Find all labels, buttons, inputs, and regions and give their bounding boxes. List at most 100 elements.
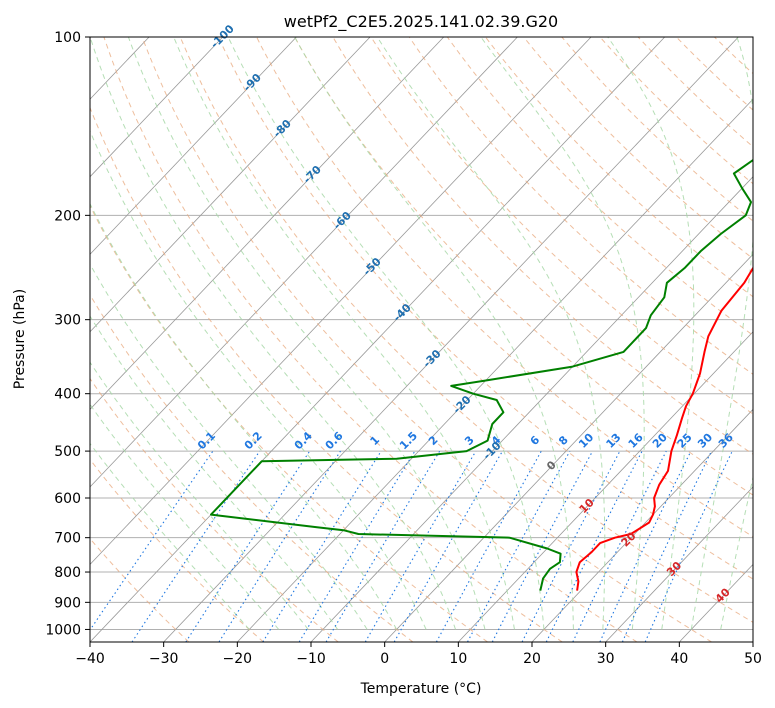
isotherm-line xyxy=(605,486,753,642)
iso-labels: 0.1 0.2 0.4 0.6 1 1.5 2 3 4 6 8 10 13 16 20 25 30 36-100-… xyxy=(195,22,736,606)
y-tick-label: 900 xyxy=(54,595,81,611)
y-tick-label: 400 xyxy=(54,387,81,403)
dry-adiabat-line xyxy=(90,106,563,642)
mixing-ratio-label: 13 xyxy=(604,431,624,451)
isotherm-line xyxy=(90,37,224,178)
moist-adiabat-line xyxy=(480,37,645,630)
x-tick-label: 30 xyxy=(597,651,615,667)
isotherm-line xyxy=(384,253,753,642)
mixing-ratio-label: 1 xyxy=(368,433,383,448)
moist-adiabat-line xyxy=(227,37,545,630)
mixing-ratio-label: 0.6 xyxy=(323,429,346,452)
dry-adiabat-line xyxy=(752,37,753,39)
dry-adiabat-line xyxy=(141,37,712,642)
isotherm-line xyxy=(310,176,753,642)
y-tick-label: 500 xyxy=(54,444,81,460)
dry-adiabat-line xyxy=(90,458,264,642)
x-tick-label: 40 xyxy=(670,651,688,667)
x-tick-label: 20 xyxy=(523,651,541,667)
x-tick-label: −10 xyxy=(296,651,326,667)
x-axis-title: Temperature (°C) xyxy=(360,681,482,697)
moist-adiabat-line xyxy=(90,37,456,630)
mixing-ratio-line xyxy=(364,450,477,642)
mixing-ratio-line xyxy=(621,450,712,642)
x-tick-label: 10 xyxy=(449,651,467,667)
mixing-ratio-label: 3 xyxy=(462,433,477,448)
moist-adiabat-line xyxy=(173,37,515,630)
y-tick-label: 200 xyxy=(54,208,81,224)
isotherm-line xyxy=(90,37,297,255)
mixing-ratio-label: 0.1 xyxy=(195,429,218,452)
isotherm-line xyxy=(90,37,518,488)
x-tick-label: 0 xyxy=(380,651,389,667)
mixing-ratio-label: 30 xyxy=(695,430,715,450)
mixing-ratio-line xyxy=(131,450,261,642)
dewpoint-profile xyxy=(210,158,753,591)
y-tick-label: 100 xyxy=(54,30,81,46)
mixing-ratio-label: 6 xyxy=(528,433,543,448)
mixing-ratio-line xyxy=(325,450,441,642)
mixing-ratio-line xyxy=(467,450,571,642)
y-tick-label: 1000 xyxy=(45,622,81,638)
isotherm-line xyxy=(0,37,2,642)
dry-adiabat-line xyxy=(90,293,414,642)
mixing-ratio-label: 20 xyxy=(650,430,670,450)
dry-adiabat-line xyxy=(370,37,753,415)
y-tick-label: 800 xyxy=(54,565,81,581)
moist-adiabat-line xyxy=(90,361,309,630)
moist-adiabat-line xyxy=(90,202,398,630)
mixing-ratio-line xyxy=(218,450,341,642)
isotherm-line xyxy=(458,331,753,642)
isotherm-line xyxy=(90,37,592,566)
dry-adiabat-line xyxy=(256,37,753,538)
mixing-ratio-line xyxy=(572,450,667,642)
mixing-ratio-line xyxy=(262,450,382,642)
moist-adiabat-line xyxy=(90,442,250,630)
mixing-ratio-label: 10 xyxy=(576,430,596,450)
moist-adiabat-line xyxy=(90,129,427,630)
isotherm-line xyxy=(163,37,739,642)
isotherm-line xyxy=(237,98,753,642)
mixing-ratio-line xyxy=(298,450,416,642)
mixing-ratio-line xyxy=(599,450,692,642)
series-layer xyxy=(210,158,753,591)
moist-adiabat-line xyxy=(90,315,339,630)
mixing-ratio-label: 0.4 xyxy=(292,429,315,452)
mixing-ratio-label: 1.5 xyxy=(397,429,420,452)
x-axis: −40 −30 −20 −10 0 10 20 30 40 50 xyxy=(75,642,762,667)
dry-adiabat-line xyxy=(485,37,753,298)
chart-title: wetPf2_C2E5.2025.141.02.39.G20 xyxy=(284,12,558,32)
mixing-ratio-line xyxy=(393,450,503,642)
mixing-ratio-line xyxy=(185,450,311,642)
y-tick-label: 600 xyxy=(54,491,81,507)
temperature-profile xyxy=(575,266,753,591)
moist-adiabat-line xyxy=(607,37,695,630)
mixing-ratio-line xyxy=(435,450,542,642)
mixing-ratio-label: 0.2 xyxy=(242,429,265,452)
isotherm-line xyxy=(90,37,666,642)
dry-adiabat-line xyxy=(714,37,753,75)
x-tick-label: −30 xyxy=(149,651,179,667)
moist-adiabat-line xyxy=(90,403,280,630)
y-axis: 100 200 300 400 500 600 700 800 900 1000 xyxy=(45,30,90,638)
mixing-ratio-line xyxy=(644,450,733,642)
dry-adiabat-line xyxy=(523,37,753,260)
moist-adiabat-line xyxy=(127,37,486,630)
dry-adiabat-line xyxy=(90,537,190,642)
isotherm-line xyxy=(531,408,753,642)
dry-adiabat-line xyxy=(332,37,753,455)
x-tick-label: −40 xyxy=(75,651,105,667)
moist-adiabat-line xyxy=(376,37,606,630)
plot-frame xyxy=(89,36,754,643)
moist-adiabat-line xyxy=(690,37,753,630)
x-tick-label: −20 xyxy=(223,651,253,667)
isotherm-line xyxy=(752,641,753,642)
isotherm-line xyxy=(90,37,445,410)
y-tick-label: 700 xyxy=(54,531,81,547)
x-tick-label: 50 xyxy=(744,651,762,667)
y-axis-title: Pressure (hPa) xyxy=(12,289,28,389)
dry-adiabat-line xyxy=(637,37,753,148)
y-tick-label: 300 xyxy=(54,313,81,329)
moist-adiabat-line xyxy=(294,37,574,630)
